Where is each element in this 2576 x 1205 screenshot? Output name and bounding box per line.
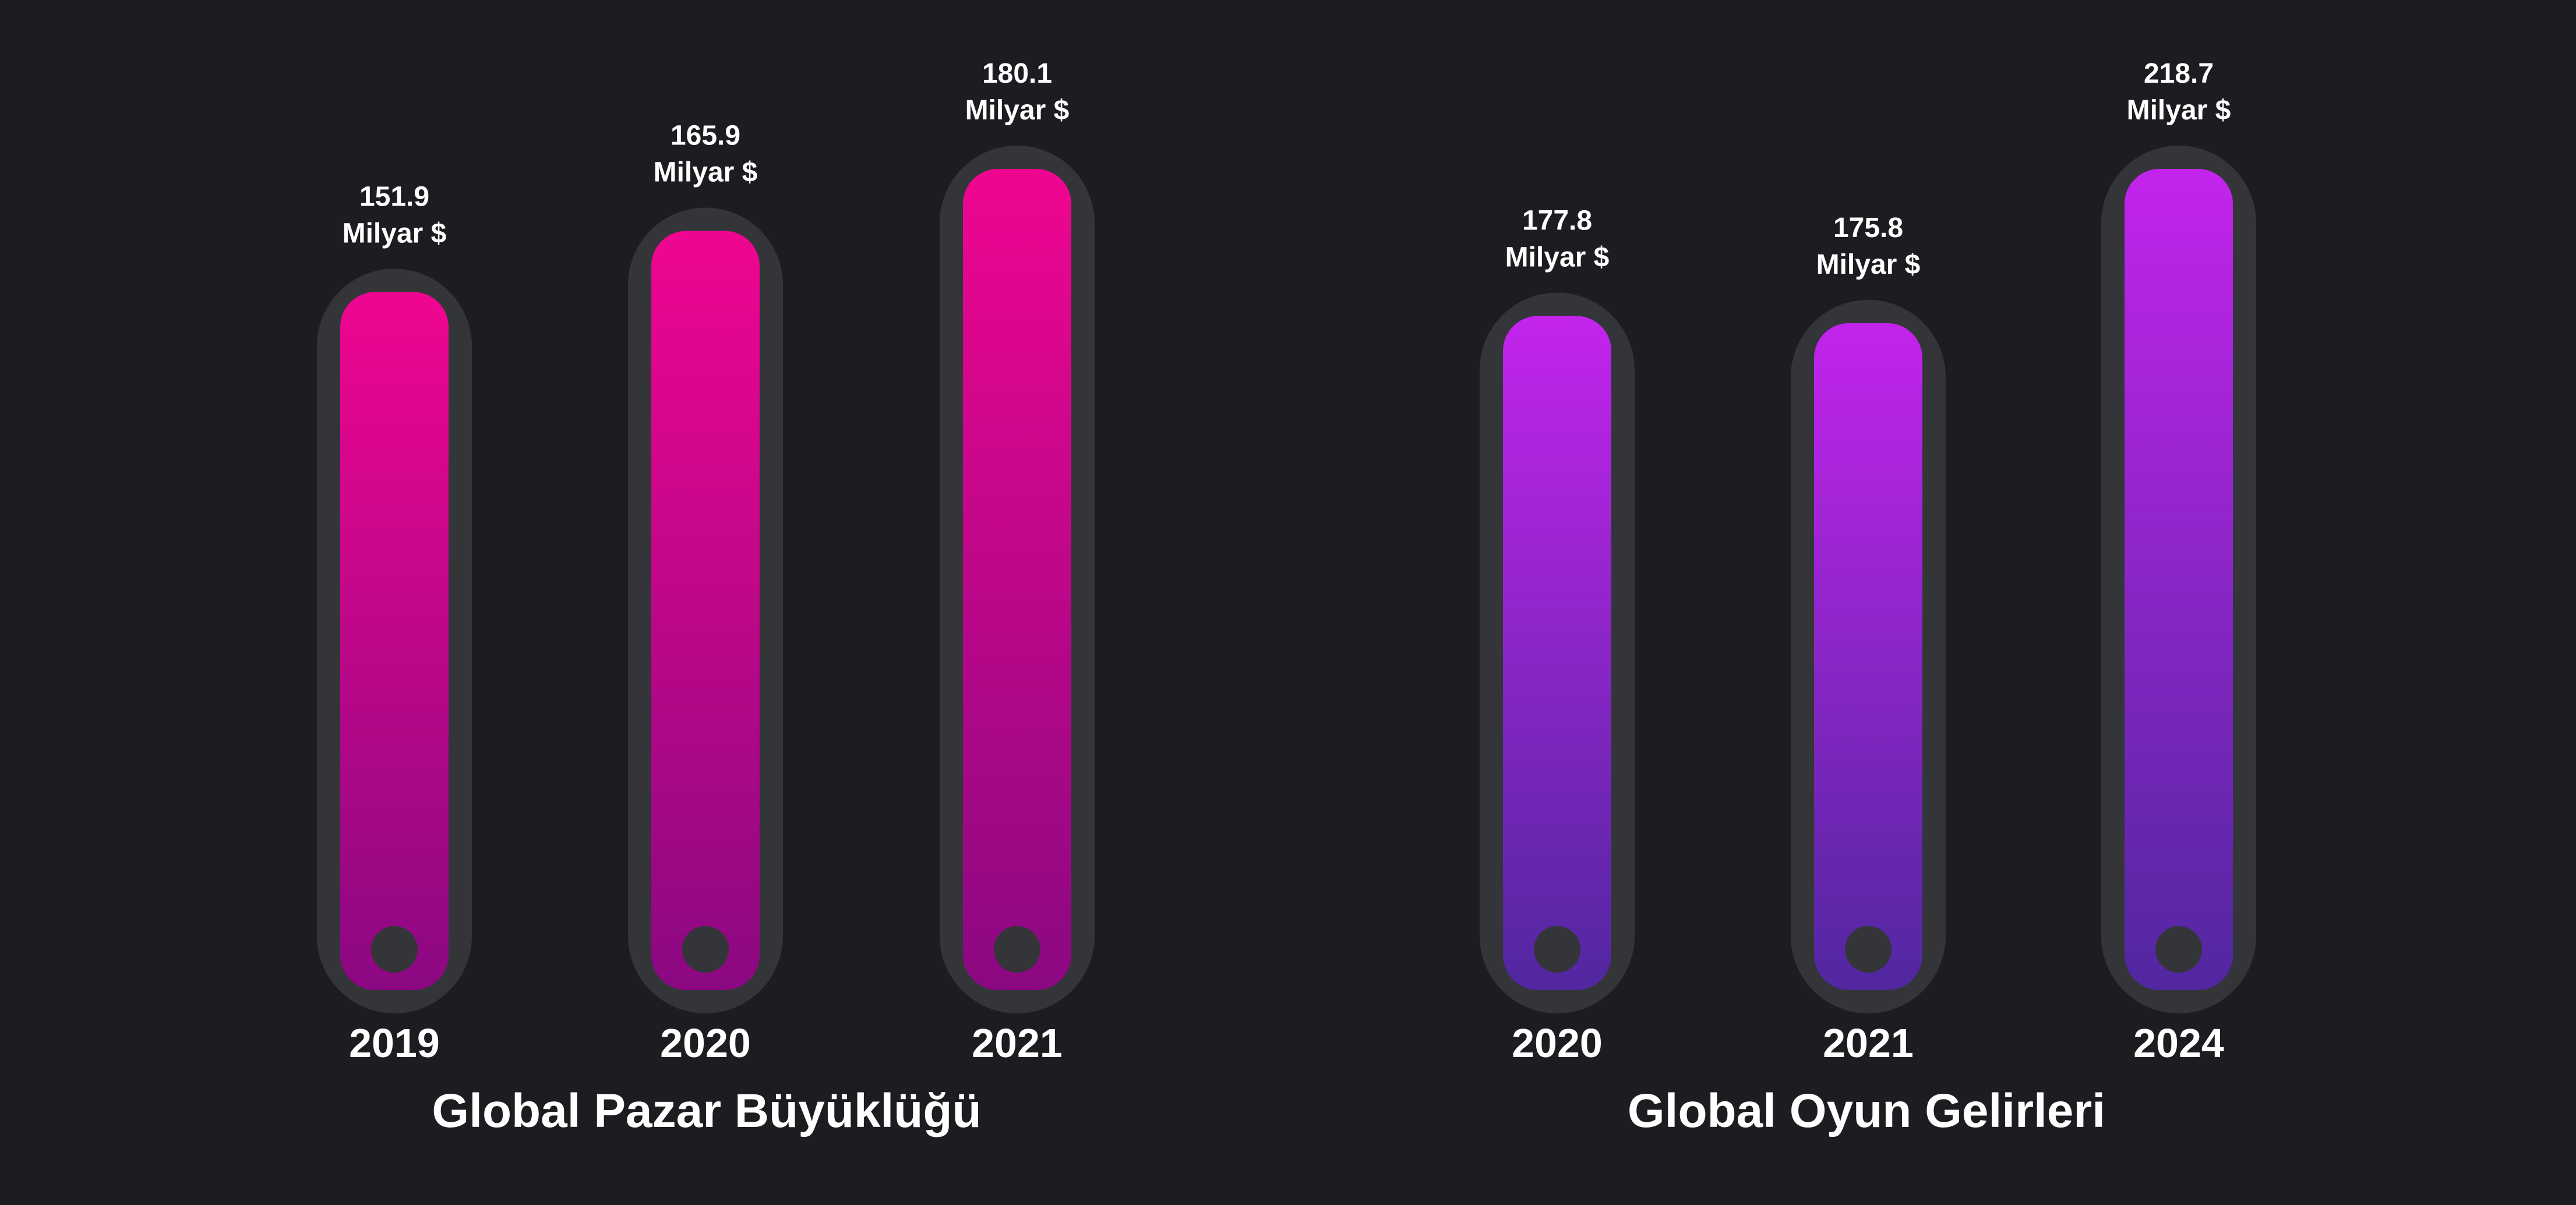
bar — [963, 169, 1071, 990]
data-label-unit: Milyar $ — [654, 157, 758, 188]
bar-dot — [682, 926, 729, 973]
x-tick-label: 2020 — [1512, 1020, 1603, 1066]
x-tick-label: 2019 — [349, 1020, 440, 1066]
data-label-value: 180.1 — [982, 58, 1052, 89]
data-label-unit: Milyar $ — [343, 218, 447, 249]
x-tick-label: 2020 — [660, 1020, 751, 1066]
bar — [651, 231, 760, 990]
chart-0-bars: 151.9 Milyar $ 2019 165.9 Milyar $ 2020 180.1 M… — [317, 58, 1095, 1066]
bar-dot — [2155, 926, 2202, 973]
chart-1-title: Global Oyun Gelirleri — [1628, 1084, 2105, 1137]
chart-1-bars: 177.8 Milyar $ 2020 175.8 Milyar $ 2021 218.7 M… — [1480, 58, 2256, 1066]
x-tick-label: 2024 — [2133, 1020, 2224, 1066]
bar-dot — [1534, 926, 1580, 973]
data-label-value: 151.9 — [359, 181, 429, 212]
chart-0-title: Global Pazar Büyüklüğü — [432, 1084, 981, 1137]
data-label-unit: Milyar $ — [2127, 95, 2231, 126]
data-label-value: 165.9 — [671, 120, 740, 151]
chart-global-pazar-buyuklugu: 151.9 Milyar $ 2019 165.9 Milyar $ 2020 180.1 M… — [317, 58, 1095, 1137]
bar — [1814, 323, 1922, 990]
data-label-value: 177.8 — [1522, 205, 1592, 236]
bar-dot — [371, 926, 418, 973]
x-tick-label: 2021 — [972, 1020, 1063, 1066]
bar — [2125, 169, 2233, 990]
chart-global-oyun-gelirleri: 177.8 Milyar $ 2020 175.8 Milyar $ 2021 218.7 M… — [1480, 58, 2256, 1137]
data-label-value: 218.7 — [2144, 58, 2214, 89]
bar — [1503, 316, 1611, 990]
bar — [340, 292, 449, 990]
data-label-unit: Milyar $ — [1505, 242, 1610, 273]
x-tick-label: 2021 — [1823, 1020, 1914, 1066]
data-label-unit: Milyar $ — [1816, 249, 1921, 280]
data-label-value: 175.8 — [1833, 213, 1903, 243]
bar-dot — [994, 926, 1040, 973]
data-label-unit: Milyar $ — [965, 95, 1070, 126]
bar-dot — [1845, 926, 1892, 973]
